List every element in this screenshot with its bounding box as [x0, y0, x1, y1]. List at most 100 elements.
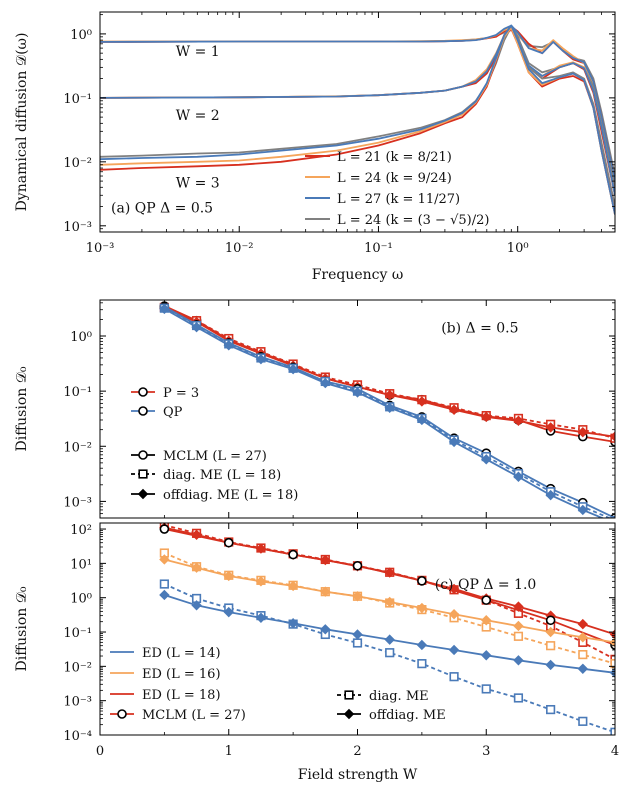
- legend-marker: [138, 469, 148, 479]
- legend-label: offdiag. ME: [369, 708, 446, 723]
- series-line-2: [164, 307, 615, 438]
- legend-marker: [138, 406, 148, 416]
- data-point: [481, 615, 492, 626]
- y-tick-label: 10⁻¹: [63, 385, 92, 400]
- data-point: [545, 422, 556, 433]
- legend-label: P = 3: [163, 386, 199, 401]
- data-point: [352, 629, 363, 640]
- data-point: [513, 620, 524, 632]
- data-point: [191, 600, 202, 611]
- series-line-3: [100, 24, 615, 182]
- y-tick-label: 10⁻³: [63, 695, 92, 710]
- data-point: [287, 363, 299, 375]
- data-point: [384, 634, 395, 645]
- annotation: (c) QP Δ = 1.0: [435, 577, 537, 593]
- data-point: [191, 321, 202, 333]
- data-point: [159, 579, 169, 589]
- y-tick-label: 10⁻³: [63, 495, 92, 510]
- data-point: [384, 596, 395, 608]
- data-point: [159, 524, 170, 534]
- legend-label: ED (L = 18): [142, 688, 221, 703]
- data-point: [513, 415, 524, 426]
- legend-label: L = 21 (k = 8/21): [337, 150, 452, 165]
- data-point: [320, 586, 331, 597]
- data-point: [416, 639, 428, 651]
- x-axis-label: Field strength W: [298, 767, 418, 783]
- series-line-1: [164, 306, 615, 440]
- data-point: [578, 649, 588, 660]
- y-tick-label: 10⁻⁴: [63, 729, 92, 744]
- legend-label: MCLM (L = 27): [142, 708, 246, 723]
- data-point: [352, 638, 363, 648]
- y-tick-label: 10⁰: [70, 28, 92, 43]
- data-point: [223, 537, 234, 548]
- data-point: [385, 648, 395, 658]
- data-point: [384, 389, 395, 401]
- legend-label: QP: [163, 405, 183, 420]
- y-tick-label: 10⁰: [70, 330, 92, 345]
- x-tick-label: 1: [225, 744, 233, 759]
- data-point: [417, 576, 427, 586]
- y-tick-label: 10⁻¹: [63, 92, 92, 107]
- data-point: [417, 659, 427, 669]
- data-point: [352, 591, 363, 602]
- x-tick-label: 0: [96, 744, 104, 759]
- data-point: [577, 504, 589, 516]
- data-point: [545, 659, 556, 671]
- series-group: [100, 24, 615, 215]
- data-point: [287, 618, 299, 629]
- data-point: [513, 693, 524, 703]
- data-point: [223, 340, 234, 351]
- data-point: [352, 387, 363, 398]
- x-axis-label: Frequency ω: [312, 267, 404, 283]
- legend-marker: [343, 708, 355, 720]
- y-axis-label: Diffusion 𝒟₀: [14, 366, 30, 451]
- data-point: [223, 606, 234, 618]
- x-tick-label: 10⁻³: [86, 241, 115, 256]
- data-point: [610, 515, 615, 518]
- panel-a: 10⁻³ 10⁻² 10⁻¹ 10⁰ 10⁻³ 10⁻² 10⁻¹ 10⁰ Frequency …: [14, 11, 616, 283]
- data-point: [416, 396, 428, 407]
- data-point: [159, 589, 170, 601]
- data-point: [352, 560, 363, 571]
- y-tick-label: 10⁻²: [63, 440, 92, 455]
- x-tick-label: 3: [482, 744, 490, 759]
- data-point: [545, 489, 556, 501]
- data-point: [609, 431, 615, 442]
- data-point: [546, 641, 556, 651]
- x-tick-label: 10⁰: [507, 241, 529, 256]
- data-point: [481, 650, 492, 661]
- data-point: [320, 377, 331, 389]
- legend-label: offdiag. ME (L = 18): [163, 488, 298, 503]
- y-tick-label: 10⁰: [70, 592, 92, 607]
- data-point: [159, 554, 170, 565]
- annotation: (a) QP Δ = 0.5: [111, 201, 213, 217]
- data-point: [513, 471, 524, 482]
- legend-label: diag. ME: [369, 689, 429, 704]
- series-group: [159, 523, 615, 735]
- y-tick-label: 10⁻³: [63, 220, 92, 235]
- data-point: [287, 580, 299, 592]
- legend-label: diag. ME (L = 18): [163, 468, 281, 483]
- y-tick-label: 10²: [70, 523, 92, 538]
- y-axis-label: Dynamical diffusion 𝒟(ω): [14, 33, 30, 212]
- y-tick-label: 10⁻²: [63, 660, 92, 675]
- legend-marker: [344, 690, 354, 700]
- data-point: [416, 602, 428, 614]
- y-tick-label: 10⁻¹: [63, 626, 92, 641]
- data-point: [577, 663, 589, 674]
- data-point: [545, 626, 556, 638]
- legend-label: L = 27 (k = 11/27): [337, 192, 460, 207]
- data-point: [223, 570, 234, 582]
- data-point: [546, 704, 556, 715]
- data-point: [449, 672, 459, 682]
- x-tick-label: 10⁻²: [225, 241, 254, 256]
- series-group: [159, 301, 615, 518]
- legend: ED (L = 14) ED (L = 16) ED (L = 18) MCLM (L…: [110, 646, 446, 723]
- data-point: [481, 595, 492, 605]
- annotation: W = 1: [176, 44, 220, 60]
- series-line-5: [164, 583, 615, 734]
- annotation: W = 2: [176, 108, 220, 124]
- series-line-11: [100, 24, 615, 215]
